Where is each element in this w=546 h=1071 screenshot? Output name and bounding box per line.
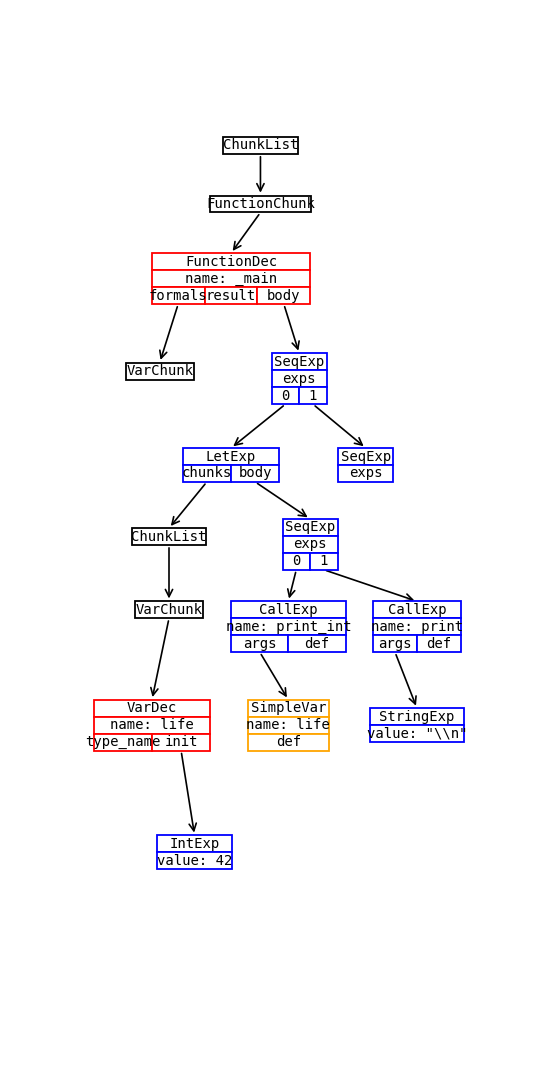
Bar bbox=[152, 253, 310, 270]
Bar bbox=[93, 734, 152, 751]
Text: VarChunk: VarChunk bbox=[126, 364, 193, 378]
Bar bbox=[272, 353, 327, 371]
Text: chunks: chunks bbox=[182, 467, 232, 481]
Bar bbox=[373, 635, 417, 652]
Text: formals: formals bbox=[149, 288, 207, 303]
Bar bbox=[210, 196, 311, 212]
Text: StringExp: StringExp bbox=[379, 710, 455, 724]
Text: init: init bbox=[164, 735, 198, 750]
Bar bbox=[373, 618, 461, 635]
Bar bbox=[231, 465, 280, 482]
Bar bbox=[132, 528, 206, 545]
Bar bbox=[152, 270, 310, 287]
Text: args: args bbox=[243, 636, 276, 651]
Text: CallExp: CallExp bbox=[259, 603, 318, 617]
Text: ChunkList: ChunkList bbox=[131, 530, 207, 544]
Bar bbox=[152, 734, 210, 751]
Bar bbox=[272, 388, 299, 404]
Bar bbox=[310, 553, 337, 570]
Text: 1: 1 bbox=[309, 389, 317, 403]
Bar bbox=[231, 618, 346, 635]
Bar bbox=[157, 835, 232, 853]
Text: 1: 1 bbox=[319, 555, 328, 569]
Bar bbox=[135, 601, 203, 618]
Text: def: def bbox=[304, 636, 329, 651]
Text: exps: exps bbox=[293, 538, 327, 552]
Text: name: _main: name: _main bbox=[185, 272, 277, 286]
Bar bbox=[126, 363, 194, 379]
Bar bbox=[231, 601, 346, 618]
Text: ChunkList: ChunkList bbox=[223, 138, 298, 152]
Text: result: result bbox=[206, 288, 256, 303]
Bar bbox=[370, 725, 464, 742]
Text: CallExp: CallExp bbox=[388, 603, 446, 617]
Text: SeqExp: SeqExp bbox=[341, 450, 391, 464]
Text: FunctionDec: FunctionDec bbox=[185, 255, 277, 269]
Text: VarChunk: VarChunk bbox=[135, 603, 203, 617]
Bar bbox=[282, 553, 310, 570]
Bar bbox=[417, 635, 461, 652]
Bar bbox=[370, 708, 464, 725]
Text: def: def bbox=[276, 735, 301, 750]
Text: type_name: type_name bbox=[85, 735, 161, 750]
Bar bbox=[93, 699, 210, 716]
Text: name: life: name: life bbox=[246, 719, 330, 733]
Bar bbox=[248, 716, 329, 734]
Bar bbox=[157, 853, 232, 870]
Text: name: life: name: life bbox=[110, 719, 194, 733]
Text: exps: exps bbox=[282, 372, 316, 386]
Bar bbox=[182, 465, 231, 482]
Text: exps: exps bbox=[349, 467, 383, 481]
Text: SimpleVar: SimpleVar bbox=[251, 702, 326, 715]
Bar bbox=[282, 536, 337, 553]
Bar bbox=[248, 699, 329, 716]
Text: VarDec: VarDec bbox=[127, 702, 177, 715]
Bar bbox=[93, 716, 210, 734]
Bar bbox=[223, 137, 298, 154]
Bar bbox=[373, 601, 461, 618]
Bar bbox=[257, 287, 310, 304]
Text: name: print: name: print bbox=[371, 620, 463, 634]
Text: IntExp: IntExp bbox=[169, 836, 219, 850]
Bar bbox=[288, 635, 346, 652]
Bar bbox=[339, 465, 393, 482]
Text: 0: 0 bbox=[281, 389, 289, 403]
Bar bbox=[182, 448, 280, 465]
Bar bbox=[231, 635, 288, 652]
Text: def: def bbox=[426, 636, 452, 651]
Text: 0: 0 bbox=[292, 555, 300, 569]
Text: body: body bbox=[267, 288, 301, 303]
Text: SeqExp: SeqExp bbox=[285, 521, 335, 534]
Bar bbox=[282, 519, 337, 536]
Bar bbox=[339, 448, 393, 465]
Text: SeqExp: SeqExp bbox=[274, 355, 324, 368]
Text: value: 42: value: 42 bbox=[157, 854, 232, 868]
Bar bbox=[272, 371, 327, 388]
Text: value: "\\n": value: "\\n" bbox=[367, 727, 467, 741]
Text: LetExp: LetExp bbox=[206, 450, 256, 464]
Text: body: body bbox=[239, 467, 272, 481]
Text: FunctionChunk: FunctionChunk bbox=[206, 197, 315, 211]
Text: args: args bbox=[378, 636, 412, 651]
Bar bbox=[248, 734, 329, 751]
Text: name: print_int: name: print_int bbox=[225, 620, 351, 634]
Bar bbox=[299, 388, 327, 404]
Bar bbox=[152, 287, 205, 304]
Bar bbox=[205, 287, 257, 304]
